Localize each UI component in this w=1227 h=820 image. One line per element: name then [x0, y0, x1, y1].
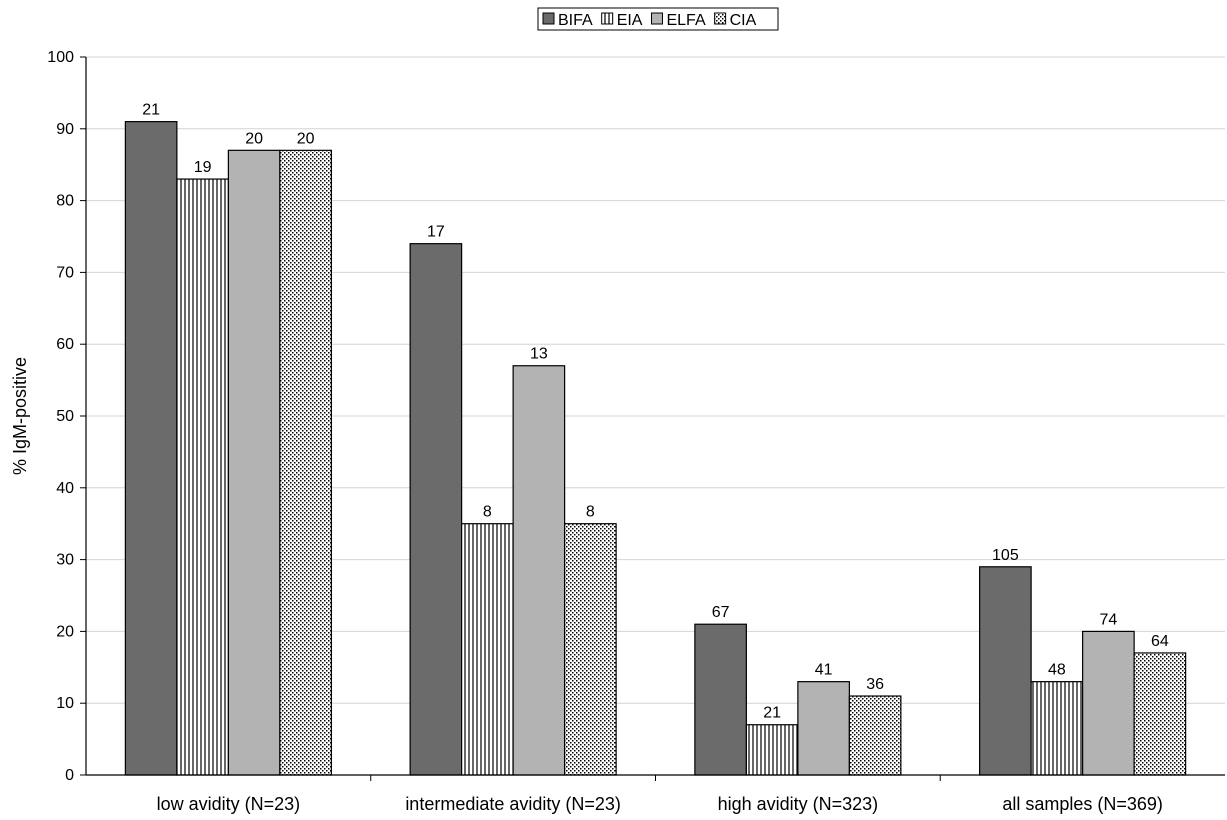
data-label: 48	[1048, 662, 1066, 679]
data-label: 20	[245, 130, 263, 147]
legend-label: CIA	[730, 12, 757, 29]
bar-cia	[1133, 652, 1187, 776]
y-tick-label: 90	[56, 121, 74, 138]
category-label: all samples (N=369)	[1002, 794, 1163, 814]
bar-eia	[461, 523, 514, 776]
y-tick-label: 100	[47, 49, 74, 66]
bar-eia	[1030, 681, 1084, 776]
bar-bifa	[124, 121, 178, 776]
category-label: intermediate avidity (N=23)	[405, 794, 621, 814]
legend-label: ELFA	[666, 12, 705, 29]
data-label: 19	[194, 159, 212, 176]
category-label: high avidity (N=323)	[718, 794, 879, 814]
legend-swatch-elfa	[650, 12, 663, 25]
data-label: 21	[763, 705, 781, 722]
data-label: 17	[427, 224, 445, 241]
bars	[124, 121, 1187, 776]
bar-elfa	[797, 681, 850, 776]
y-tick-label: 80	[56, 193, 74, 210]
data-label: 67	[712, 604, 730, 621]
bar-cia	[564, 523, 617, 776]
bar-elfa	[1082, 630, 1135, 776]
legend-swatch-eia	[601, 12, 614, 25]
legend: BIFA EIA ELFA CIA	[537, 7, 779, 31]
y-tick-label: 30	[56, 552, 74, 569]
bar-bifa	[694, 623, 747, 776]
y-tick-label: 10	[56, 695, 74, 712]
bar-elfa	[512, 365, 566, 776]
y-tick-label: 50	[56, 408, 74, 425]
bar-eia	[745, 724, 799, 776]
bar-bifa	[409, 243, 463, 776]
legend-swatch-bifa	[542, 12, 555, 25]
legend-label: EIA	[617, 12, 643, 29]
bar-cia	[279, 149, 332, 776]
bar-bifa	[979, 566, 1032, 776]
axes: 0 10 20 30 40 50 60 70 80 90 100	[47, 49, 1225, 784]
legend-swatch-cia	[714, 12, 727, 25]
y-tick-label: 20	[56, 623, 74, 640]
data-label: 8	[483, 504, 492, 521]
data-label: 105	[992, 547, 1019, 564]
labels: % IgM-positive 21 19 20 20 low avidity (N=23)…	[10, 102, 1169, 814]
data-label: 20	[297, 130, 315, 147]
category-label: low avidity (N=23)	[157, 794, 301, 814]
y-tick-label: 0	[65, 767, 74, 784]
bar-cia	[848, 695, 902, 776]
data-label: 21	[142, 102, 160, 119]
y-tick-label: 40	[56, 480, 74, 497]
bar-elfa	[227, 149, 281, 776]
data-label: 41	[815, 662, 833, 679]
data-label: 64	[1151, 633, 1169, 650]
data-label: 36	[866, 676, 884, 693]
data-label: 8	[586, 504, 595, 521]
y-tick-label: 60	[56, 336, 74, 353]
legend-label: BIFA	[558, 12, 593, 29]
bar-eia	[176, 178, 229, 776]
y-tick-label: 70	[56, 264, 74, 281]
data-label: 74	[1099, 611, 1117, 628]
y-axis-title: % IgM-positive	[10, 357, 30, 475]
data-label: 13	[530, 346, 548, 363]
